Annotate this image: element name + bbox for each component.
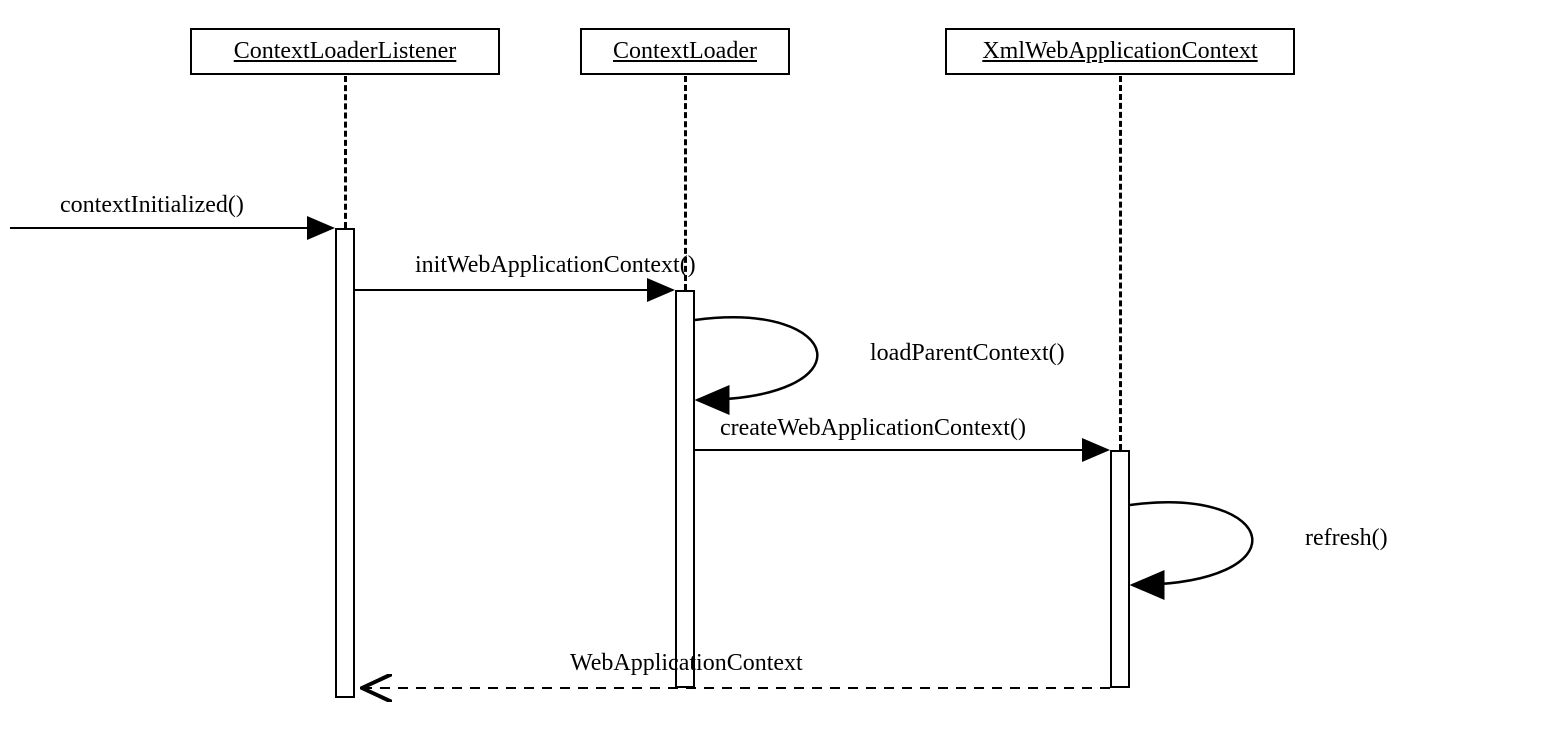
message-label: contextInitialized(): [60, 192, 244, 219]
self-message-loop: [1130, 502, 1252, 585]
sequence-diagram: ContextLoaderListener ContextLoader XmlW…: [0, 0, 1556, 745]
message-label: initWebApplicationContext(): [415, 252, 696, 279]
message-label: refresh(): [1305, 525, 1388, 552]
message-label: WebApplicationContext: [570, 650, 803, 677]
message-label: loadParentContext(): [870, 340, 1065, 367]
message-label: createWebApplicationContext(): [720, 415, 1026, 442]
self-message-loop: [695, 317, 817, 400]
arrows-layer: [0, 0, 1556, 745]
